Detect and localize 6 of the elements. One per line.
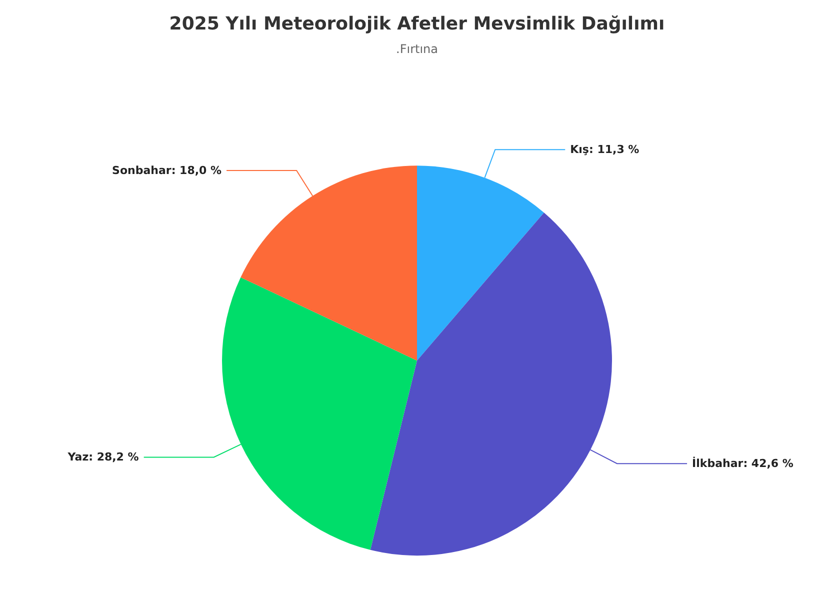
slice-label: Kış: 11,3 %	[570, 143, 640, 156]
chart-subtitle: .Fırtına	[396, 42, 438, 56]
slice-label: Yaz: 28,2 %	[66, 450, 139, 464]
slice-label: Sonbahar: 18,0 %	[112, 164, 222, 178]
chart-title: 2025 Yılı Meteorolojik Afetler Mevsimlik Dağılımı	[169, 14, 665, 34]
slice-label: İlkbahar: 42,6 %	[692, 456, 794, 470]
